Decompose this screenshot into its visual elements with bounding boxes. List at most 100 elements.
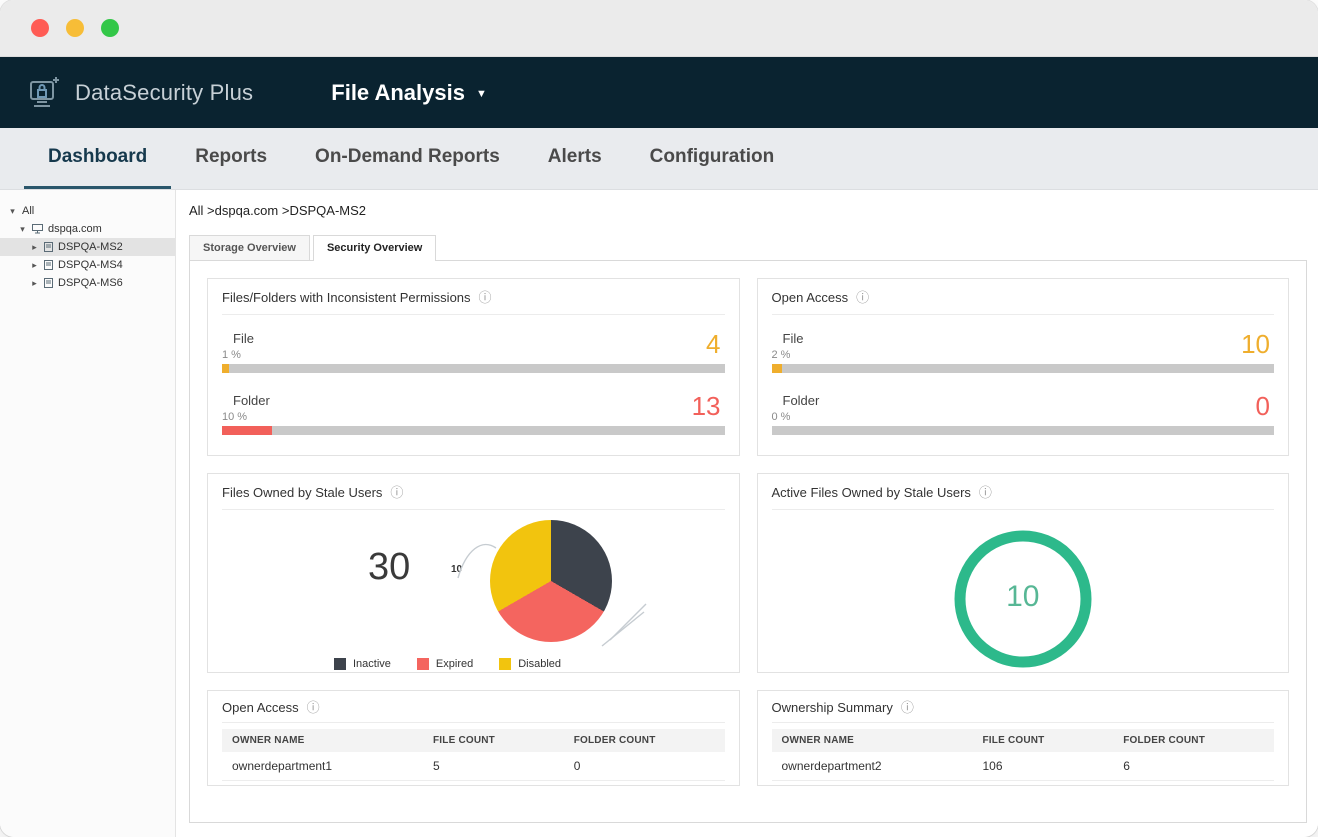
tree-label: All — [22, 205, 34, 217]
server-icon — [44, 242, 53, 252]
brand: DataSecurity Plus — [28, 77, 253, 109]
card-title: Open Access — [772, 290, 849, 305]
datasecurity-logo-icon — [28, 77, 62, 109]
info-icon[interactable]: ⓘ — [856, 291, 869, 304]
server-icon — [44, 260, 53, 270]
caret-expanded-icon[interactable]: ▾ — [8, 206, 17, 217]
legend-swatch — [417, 658, 429, 670]
dashboard-panel: Files/Folders with Inconsistent Permissi… — [189, 261, 1307, 823]
breadcrumb: All >dspqa.com >DSPQA-MS2 — [176, 190, 1318, 227]
nav-label: Dashboard — [48, 146, 147, 168]
cell-owner-name: ownerdepartment1 — [222, 752, 423, 781]
card-title: Files Owned by Stale Users — [222, 485, 382, 500]
table-row: ownerdepartment2 106 6 — [772, 752, 1275, 781]
info-icon[interactable]: ⓘ — [901, 701, 914, 714]
caret-expanded-icon[interactable]: ▾ — [18, 224, 27, 235]
close-window-button[interactable] — [31, 19, 49, 37]
stat-value: 0 — [1256, 391, 1270, 422]
legend-item-disabled[interactable]: Disabled — [499, 658, 561, 670]
progress-bar — [772, 426, 1275, 435]
stat-value: 13 — [692, 391, 721, 422]
nav-dashboard[interactable]: Dashboard — [24, 128, 171, 189]
tree-node-all[interactable]: ▾ All — [0, 202, 175, 220]
tree-node-server-dspqa-ms6[interactable]: ▸ DSPQA-MS6 — [0, 274, 175, 292]
nav-label: Configuration — [650, 146, 775, 168]
stat-row-folder: Folder 10 % 13 — [222, 389, 725, 435]
cell-owner-name: ownerdepartment2 — [772, 752, 973, 781]
tree-label: DSPQA-MS4 — [58, 259, 123, 271]
app-header: DataSecurity Plus File Analysis ▼ — [0, 57, 1318, 128]
column-header-file-count: FILE COUNT — [973, 729, 1114, 752]
tree-node-server-dspqa-ms4[interactable]: ▸ DSPQA-MS4 — [0, 256, 175, 274]
module-selector[interactable]: File Analysis ▼ — [331, 80, 487, 106]
legend-label: Expired — [436, 658, 473, 670]
stat-percent: 2 % — [772, 349, 1275, 361]
card-title: Active Files Owned by Stale Users — [772, 485, 971, 500]
column-header-owner-name: OWNER NAME — [772, 729, 973, 752]
tree-node-domain[interactable]: ▾ dspqa.com — [0, 220, 175, 238]
column-header-owner-name: OWNER NAME — [222, 729, 423, 752]
info-icon[interactable]: ⓘ — [390, 486, 403, 499]
tree-label: DSPQA-MS6 — [58, 277, 123, 289]
card-ownership-summary: Ownership Summary ⓘ OWNER NAME FILE COUN… — [757, 690, 1290, 786]
stat-percent: 0 % — [772, 411, 1275, 423]
stat-percent: 10 % — [222, 411, 725, 423]
pie-slice-label: 10 — [451, 564, 462, 575]
legend-label: Disabled — [518, 658, 561, 670]
column-header-folder-count: FOLDER COUNT — [1113, 729, 1274, 752]
legend-swatch — [499, 658, 511, 670]
info-icon[interactable]: ⓘ — [307, 701, 320, 714]
cell-file-count: 5 — [423, 752, 564, 781]
caret-collapsed-icon[interactable]: ▸ — [30, 278, 39, 289]
server-tree-sidebar: ▾ All ▾ dspqa.com ▸ DSPQA-MS2 ▸ — [0, 190, 176, 837]
legend-label: Inactive — [353, 658, 391, 670]
stat-label: Folder — [233, 393, 725, 408]
nav-label: Alerts — [548, 146, 602, 168]
card-title: Open Access — [222, 700, 299, 715]
chevron-down-icon: ▼ — [476, 88, 487, 100]
stat-value: 4 — [706, 329, 720, 360]
info-icon[interactable]: ⓘ — [979, 486, 992, 499]
stat-percent: 1 % — [222, 349, 725, 361]
card-title: Ownership Summary — [772, 700, 893, 715]
nav-label: On-Demand Reports — [315, 146, 500, 168]
server-icon — [44, 278, 53, 288]
nav-on-demand-reports[interactable]: On-Demand Reports — [291, 128, 524, 189]
tree-node-server-dspqa-ms2[interactable]: ▸ DSPQA-MS2 — [0, 238, 175, 256]
tab-storage-overview[interactable]: Storage Overview — [189, 235, 310, 260]
info-icon[interactable]: ⓘ — [479, 291, 492, 304]
caret-collapsed-icon[interactable]: ▸ — [30, 242, 39, 253]
card-active-files-owned-by-stale-users: Active Files Owned by Stale Users ⓘ 10 — [757, 473, 1290, 673]
stale-users-pie[interactable] — [490, 520, 612, 642]
table-row: ownerdepartment1 5 0 — [222, 752, 725, 781]
tree-label: dspqa.com — [48, 223, 102, 235]
pie-legend: Inactive Expired Disabled — [334, 658, 564, 670]
card-open-access: Open Access ⓘ File 2 % 10 Folder 0 % — [757, 278, 1290, 456]
column-header-file-count: FILE COUNT — [423, 729, 564, 752]
nav-alerts[interactable]: Alerts — [524, 128, 626, 189]
stat-label: File — [233, 331, 725, 346]
nav-configuration[interactable]: Configuration — [626, 128, 799, 189]
stat-row-file: File 2 % 10 — [772, 327, 1275, 373]
donut-value: 10 — [1006, 580, 1039, 614]
minimize-window-button[interactable] — [66, 19, 84, 37]
progress-bar — [222, 426, 725, 435]
main-nav: Dashboard Reports On-Demand Reports Aler… — [0, 128, 1318, 190]
card-open-access-table: Open Access ⓘ OWNER NAME FILE COUNT FOLD… — [207, 690, 740, 786]
active-stale-ring: 10 — [772, 522, 1275, 674]
progress-bar — [222, 364, 725, 373]
module-name: File Analysis — [331, 80, 465, 106]
domain-icon — [32, 224, 43, 234]
legend-item-expired[interactable]: Expired — [417, 658, 473, 670]
cell-folder-count: 0 — [564, 752, 725, 781]
caret-collapsed-icon[interactable]: ▸ — [30, 260, 39, 271]
brand-name: DataSecurity Plus — [75, 80, 253, 106]
tab-security-overview[interactable]: Security Overview — [313, 235, 436, 261]
card-files-owned-by-stale-users: Files Owned by Stale Users ⓘ 30 10 — [207, 473, 740, 673]
nav-reports[interactable]: Reports — [171, 128, 291, 189]
titlebar — [0, 0, 1318, 57]
main-content: All >dspqa.com >DSPQA-MS2 Storage Overvi… — [176, 190, 1318, 837]
legend-item-inactive[interactable]: Inactive — [334, 658, 391, 670]
stat-label: Folder — [783, 393, 1275, 408]
zoom-window-button[interactable] — [101, 19, 119, 37]
